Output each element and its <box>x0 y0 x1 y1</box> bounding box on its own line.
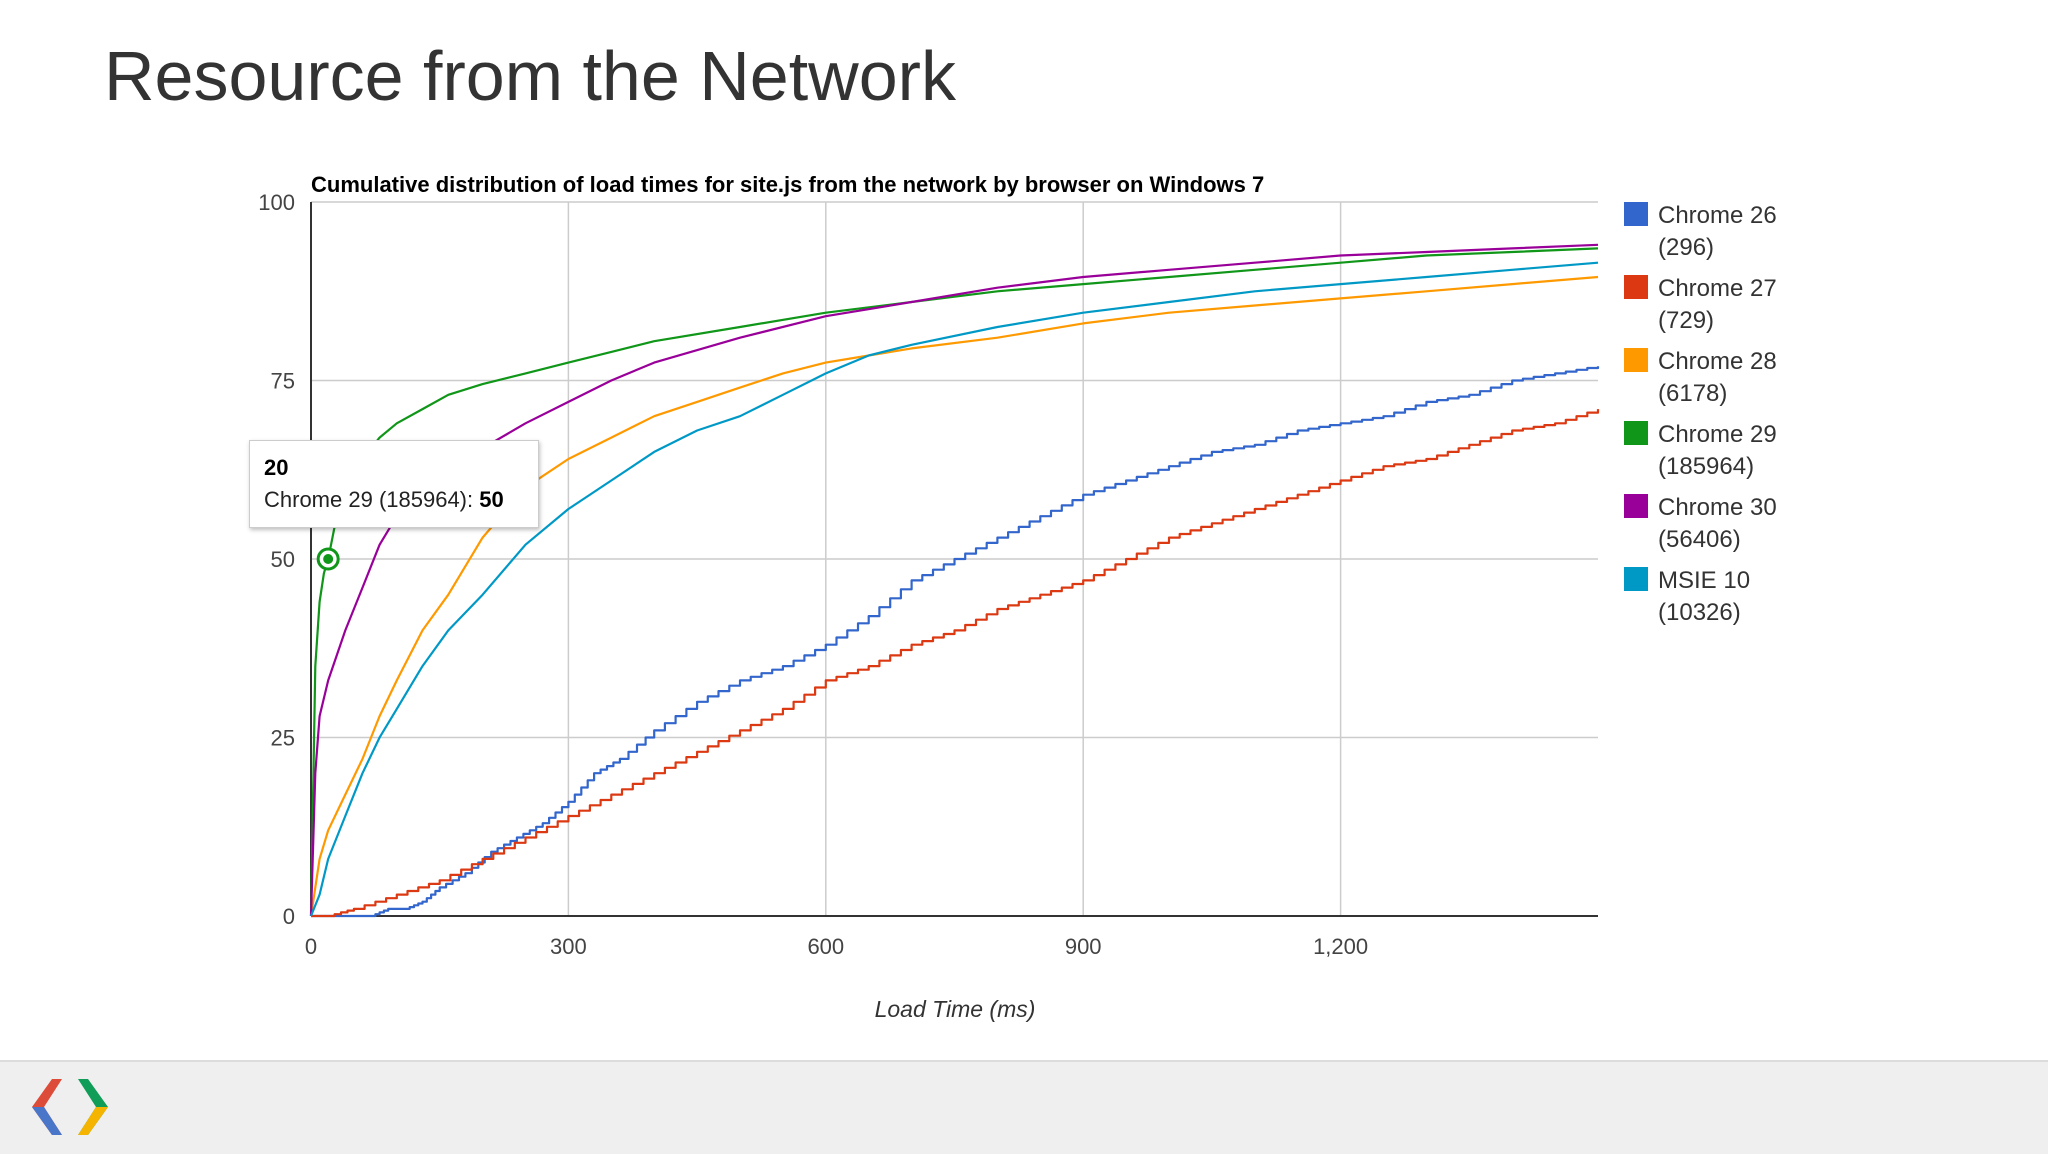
legend-count: (729) <box>1658 307 1714 334</box>
legend-label: Chrome 29 <box>1658 421 1777 448</box>
legend-count: (56406) <box>1658 526 1741 553</box>
tooltip-series-label: Chrome 29 (185964): <box>264 487 474 512</box>
slide-title: Resource from the Network <box>104 37 956 115</box>
legend-swatch <box>1624 275 1648 299</box>
tooltip-series-line: Chrome 29 (185964): 50 <box>264 483 524 517</box>
chart-title: Cumulative distribution of load times fo… <box>311 172 1264 197</box>
legend-count: (296) <box>1658 234 1714 261</box>
x-tick-label: 900 <box>1065 934 1102 959</box>
series-line-msie-10 <box>309 261 1599 917</box>
y-tick-label: 50 <box>271 547 295 572</box>
legend-count: (6178) <box>1658 380 1727 407</box>
y-tick-label: 0 <box>283 904 295 929</box>
legend-label: MSIE 10 <box>1658 567 1750 594</box>
tooltip-value: 50 <box>479 487 504 512</box>
legend-swatch <box>1624 421 1648 445</box>
legend-swatch <box>1624 567 1648 591</box>
legend-label: Chrome 30 <box>1658 494 1777 521</box>
legend-layer: Chrome 26 (296) Chrome 27 (729) Chrome 28 (61… <box>1624 202 1777 626</box>
legend-label: Chrome 27 <box>1658 275 1777 302</box>
chrome-developers-logo <box>32 1079 108 1135</box>
y-tick-label: 100 <box>258 190 295 215</box>
legend-swatch <box>1624 202 1648 226</box>
x-axis-title: Load Time (ms) <box>875 996 1036 1022</box>
legend-count: (10326) <box>1658 599 1741 626</box>
series-line-chrome-27 <box>311 409 1600 918</box>
legend-label: Chrome 28 <box>1658 348 1777 375</box>
x-tick-label: 300 <box>550 934 587 959</box>
footer-bar <box>0 1060 2048 1154</box>
series-line-chrome-29 <box>309 247 1599 917</box>
tooltip-x-value: 20 <box>264 455 289 480</box>
axis-layer: 0 25 50 75 100 0 300 600 900 1,200 <box>258 190 1598 959</box>
x-tick-label: 0 <box>305 934 317 959</box>
x-tick-label: 600 <box>807 934 844 959</box>
chart-area: 0 25 50 75 100 0 300 600 900 1,200 Chrome 26 (296)… <box>258 172 1777 1022</box>
legend-swatch <box>1624 348 1648 372</box>
series-layer <box>309 243 1600 918</box>
y-tick-label: 25 <box>271 726 295 751</box>
series-line-chrome-30 <box>309 243 1599 917</box>
legend-count: (185964) <box>1658 453 1754 480</box>
series-line-chrome-28 <box>309 275 1599 917</box>
legend-swatch <box>1624 494 1648 518</box>
y-tick-label: 75 <box>271 369 295 394</box>
legend-label: Chrome 26 <box>1658 202 1777 229</box>
highlight-point-inner <box>323 554 334 564</box>
x-tick-label: 1,200 <box>1313 934 1368 959</box>
chart-tooltip: 20 Chrome 29 (185964): 50 <box>249 440 539 528</box>
